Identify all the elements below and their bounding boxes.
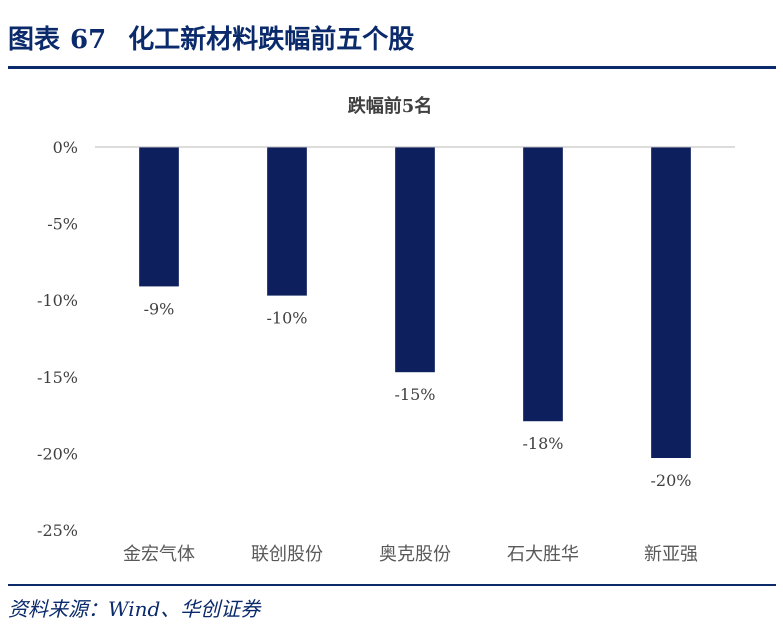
bar (523, 147, 563, 422)
figure-title: 图表 67 化工新材料跌幅前五个股 (8, 20, 414, 60)
y-tick-label: -25% (37, 521, 78, 540)
title-rule (8, 66, 776, 69)
x-category-label: 联创股份 (251, 544, 323, 565)
y-tick-label: 0% (53, 138, 78, 157)
data-labels: -9% -10% -15% -18% -20% (144, 299, 692, 490)
bar (395, 147, 435, 373)
x-category-label: 新亚强 (644, 544, 698, 565)
figure-label: 图表 (8, 25, 61, 55)
x-category-label: 金宏气体 (123, 544, 195, 565)
figure-caption: 化工新材料跌幅前五个股 (128, 25, 415, 55)
bar-chart: 跌幅前5名 0% -5% -10% -15% -20% -25% 金宏气体 联创股份 奥克股份… (37, 95, 735, 565)
bar-value-label: -10% (267, 309, 308, 328)
x-category-label: 奥克股份 (379, 544, 451, 565)
bar-value-label: -20% (651, 471, 692, 490)
figure-number: 67 (70, 25, 107, 55)
source-rule (8, 584, 776, 586)
bar-value-label: -15% (395, 385, 436, 404)
chart-title: 跌幅前5名 (348, 95, 433, 117)
y-tick-label: -10% (37, 291, 78, 310)
bar-value-label: -18% (523, 434, 564, 453)
source-note: 资料来源：Wind、华创证券 (8, 597, 261, 621)
bar (139, 147, 179, 287)
x-category-label: 石大胜华 (507, 544, 579, 565)
bars-group (139, 147, 691, 458)
bar-value-label: -9% (144, 299, 175, 318)
x-axis-ticks: 金宏气体 联创股份 奥克股份 石大胜华 新亚强 (123, 544, 698, 565)
y-tick-label: -20% (37, 444, 78, 463)
bar (651, 147, 691, 458)
bar (267, 147, 307, 296)
y-tick-label: -5% (47, 215, 78, 234)
y-axis-ticks: 0% -5% -10% -15% -20% -25% (37, 138, 78, 540)
y-tick-label: -15% (37, 368, 78, 387)
